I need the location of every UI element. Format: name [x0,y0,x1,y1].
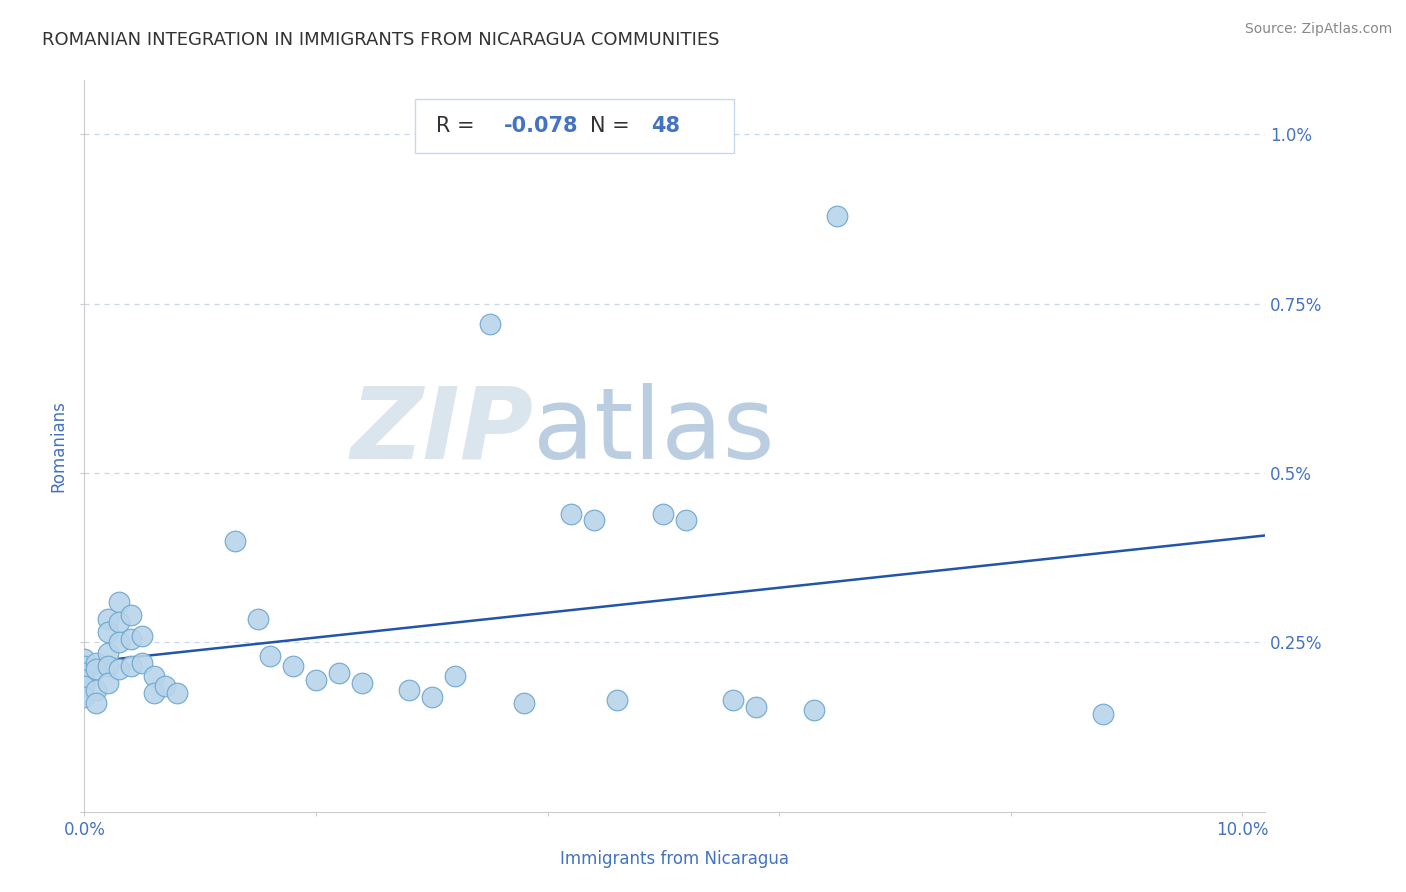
Point [444,669,467,683]
Point [96,646,118,660]
Y-axis label: Romanians: Romanians [49,401,67,491]
Point [675,514,697,528]
Point [825,209,848,223]
Text: R =: R = [436,116,482,136]
Text: N =: N = [591,116,637,136]
Point [1092,706,1115,721]
Point [120,632,142,646]
Point [73,680,96,694]
Point [84,697,107,711]
Point [420,690,443,704]
Point [108,635,131,649]
Point [352,676,374,690]
Point [155,680,177,694]
Point [803,703,825,717]
Point [745,699,768,714]
Text: Source: ZipAtlas.com: Source: ZipAtlas.com [1244,22,1392,37]
Point [328,665,350,680]
Point [560,507,582,521]
Point [108,663,131,677]
Point [259,648,281,663]
Point [73,665,96,680]
Point [131,656,153,670]
Point [73,659,96,673]
Point [96,676,118,690]
Point [131,629,153,643]
Point [606,693,628,707]
Point [73,652,96,666]
FancyBboxPatch shape [415,99,734,153]
Point [478,317,501,331]
Point [721,693,744,707]
Point [96,612,118,626]
Text: atlas: atlas [533,383,775,480]
Text: ZIP: ZIP [350,383,533,480]
Point [281,659,304,673]
Point [96,659,118,673]
Point [73,673,96,687]
Point [73,690,96,704]
Point [84,656,107,670]
Point [652,507,675,521]
Point [120,608,142,623]
X-axis label: Immigrants from Nicaragua: Immigrants from Nicaragua [561,850,789,868]
Point [84,682,107,697]
Point [247,612,270,626]
Point [96,625,118,640]
Point [142,669,165,683]
Point [398,682,420,697]
Point [120,659,142,673]
Point [108,615,131,629]
Point [305,673,328,687]
Text: -0.078: -0.078 [503,116,578,136]
Point [84,663,107,677]
Point [142,686,165,700]
Point [513,697,536,711]
Text: 48: 48 [651,116,681,136]
Point [108,595,131,609]
Point [166,686,188,700]
Text: ROMANIAN INTEGRATION IN IMMIGRANTS FROM NICARAGUA COMMUNITIES: ROMANIAN INTEGRATION IN IMMIGRANTS FROM … [42,31,720,49]
Point [224,533,246,548]
Point [582,514,605,528]
